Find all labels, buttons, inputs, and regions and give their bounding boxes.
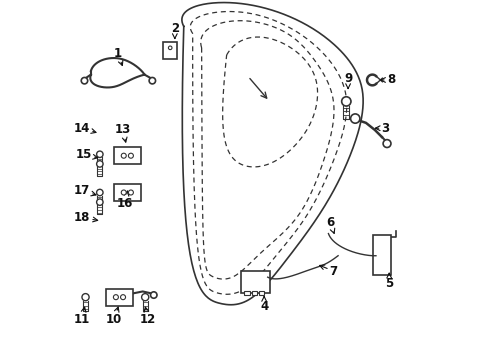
Text: 4: 4 — [260, 297, 268, 313]
Text: 7: 7 — [319, 265, 337, 278]
Text: 9: 9 — [343, 72, 351, 89]
Circle shape — [82, 294, 89, 301]
Circle shape — [128, 153, 133, 158]
Circle shape — [97, 199, 103, 205]
Circle shape — [97, 161, 103, 167]
Bar — [251, 291, 256, 296]
Bar — [258, 291, 263, 296]
Text: 5: 5 — [384, 273, 392, 290]
FancyBboxPatch shape — [241, 271, 269, 293]
Circle shape — [113, 295, 118, 300]
FancyBboxPatch shape — [106, 289, 132, 306]
Text: 1: 1 — [113, 47, 122, 66]
Text: 13: 13 — [115, 123, 131, 142]
Circle shape — [121, 153, 126, 158]
Circle shape — [121, 295, 125, 300]
Text: 16: 16 — [117, 191, 133, 210]
FancyBboxPatch shape — [163, 42, 177, 59]
Bar — [244, 291, 249, 296]
Circle shape — [350, 114, 359, 123]
Text: 8: 8 — [380, 73, 394, 86]
FancyBboxPatch shape — [373, 235, 390, 275]
Text: 18: 18 — [74, 211, 98, 224]
Text: 10: 10 — [106, 307, 122, 326]
Text: 17: 17 — [74, 184, 96, 197]
Circle shape — [142, 294, 148, 301]
Circle shape — [382, 140, 390, 148]
Circle shape — [149, 77, 155, 84]
FancyBboxPatch shape — [114, 147, 140, 164]
Text: 11: 11 — [74, 307, 90, 326]
Text: 6: 6 — [325, 216, 334, 233]
Text: 14: 14 — [74, 122, 96, 135]
Circle shape — [341, 97, 350, 106]
FancyBboxPatch shape — [114, 184, 140, 201]
Circle shape — [121, 190, 126, 195]
Text: 15: 15 — [76, 148, 98, 162]
Circle shape — [150, 292, 157, 298]
Circle shape — [97, 189, 103, 196]
Text: 2: 2 — [170, 22, 179, 39]
Text: 12: 12 — [140, 307, 156, 326]
Circle shape — [97, 151, 103, 157]
Circle shape — [168, 46, 172, 50]
Text: 3: 3 — [375, 122, 389, 135]
Circle shape — [128, 190, 133, 195]
Circle shape — [81, 77, 87, 84]
